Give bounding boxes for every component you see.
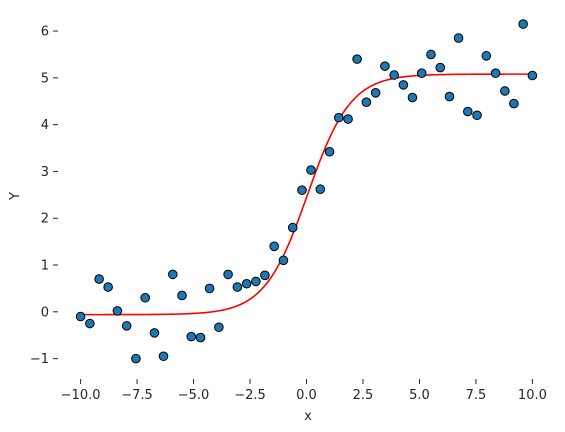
- data-point: [306, 165, 316, 175]
- x-tick-label: −2.5: [234, 388, 266, 403]
- fitted-curve: [80, 73, 533, 316]
- data-point: [195, 332, 206, 343]
- data-point: [361, 97, 372, 107]
- data-point: [343, 114, 353, 124]
- data-point: [463, 106, 473, 117]
- data-point: [370, 88, 381, 98]
- data-point: [158, 351, 169, 362]
- data-point: [251, 276, 261, 287]
- data-point: [481, 51, 492, 61]
- data-point: [453, 33, 464, 43]
- data-point: [232, 282, 243, 292]
- data-point: [167, 269, 178, 280]
- data-points: [75, 19, 538, 364]
- data-point: [389, 70, 399, 80]
- data-point: [490, 68, 501, 78]
- y-tick-label: 5: [41, 71, 49, 86]
- data-point: [297, 185, 307, 195]
- data-point: [103, 282, 113, 292]
- data-point: [518, 19, 528, 29]
- data-point: [94, 274, 104, 284]
- x-tick-label: −7.5: [121, 388, 153, 403]
- y-axis-ticks: −1 0 1 2 3 4 5 6: [30, 25, 58, 367]
- data-point: [177, 290, 187, 301]
- data-point: [435, 62, 446, 73]
- data-point: [140, 292, 150, 303]
- y-tick-label: 2: [41, 212, 49, 227]
- data-point: [509, 98, 519, 109]
- x-tick-label: 10.0: [518, 388, 547, 403]
- data-point: [324, 146, 335, 157]
- data-point: [75, 311, 86, 322]
- x-axis-label: x: [304, 409, 312, 424]
- data-point: [352, 54, 362, 64]
- data-point: [380, 61, 390, 71]
- data-point: [416, 68, 427, 78]
- y-tick-label: −1: [30, 352, 49, 367]
- data-point: [398, 80, 409, 90]
- x-tick-label: 0.0: [296, 388, 317, 403]
- data-point: [472, 110, 482, 121]
- y-tick-label: 6: [41, 25, 49, 40]
- data-point: [260, 270, 270, 281]
- data-point: [121, 321, 132, 331]
- x-tick-label: 5.0: [409, 388, 430, 403]
- data-point: [527, 70, 538, 81]
- y-axis-label: Y: [8, 192, 23, 201]
- data-point: [223, 269, 233, 280]
- data-point: [214, 322, 224, 333]
- data-point: [149, 328, 160, 338]
- x-tick-label: −10.0: [61, 388, 101, 403]
- x-tick-label: 2.5: [353, 388, 374, 403]
- data-point: [241, 278, 252, 289]
- data-point: [269, 241, 279, 252]
- x-tick-label: −5.0: [178, 388, 210, 403]
- data-point: [334, 112, 344, 123]
- data-point: [315, 184, 326, 195]
- data-point: [186, 331, 197, 342]
- x-tick-label: 7.5: [466, 388, 487, 403]
- data-point: [426, 49, 436, 60]
- data-point: [278, 255, 289, 266]
- data-point: [131, 353, 141, 364]
- data-point: [407, 92, 418, 103]
- x-axis-ticks: −10.0 −7.5 −5.0 −2.5 0.0 2.5 5.0 7.5 10.0: [61, 379, 547, 403]
- y-tick-label: 3: [41, 165, 49, 180]
- data-point: [287, 222, 298, 233]
- y-tick-label: 4: [41, 118, 49, 133]
- data-point: [444, 91, 455, 102]
- y-tick-label: 0: [41, 305, 49, 320]
- data-point: [204, 283, 215, 294]
- y-tick-label: 1: [41, 259, 49, 274]
- data-point: [85, 318, 95, 329]
- data-point: [112, 306, 123, 316]
- data-point: [500, 86, 510, 96]
